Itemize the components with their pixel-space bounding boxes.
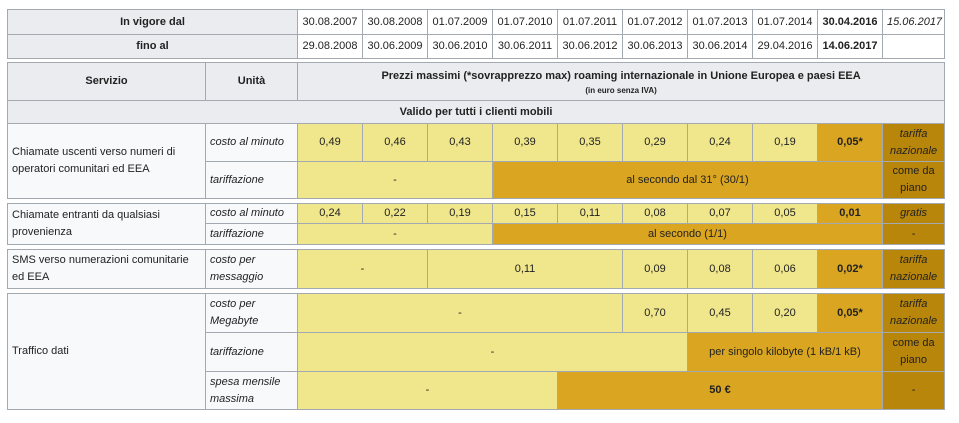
- price-cell-current: 0,01: [817, 203, 883, 224]
- from-date: 01.07.2012: [622, 9, 688, 35]
- from-date: 01.07.2013: [687, 9, 753, 35]
- price-cell: 0,29: [622, 123, 688, 162]
- unit-spesa-mensile: spesa mensile massima: [205, 371, 298, 410]
- tariffazione-none: -: [297, 332, 688, 372]
- price-cell-current: 0,02*: [817, 249, 883, 289]
- come-da-piano-cell: come da piano: [881, 161, 946, 199]
- from-date: 01.07.2010: [492, 9, 558, 35]
- gratis-cell: gratis: [881, 203, 946, 224]
- empty-cell: [882, 34, 945, 59]
- from-date: 01.07.2014: [752, 9, 818, 35]
- price-cell: 0,09: [622, 249, 688, 289]
- price-cell: 0,19: [752, 123, 818, 162]
- tariffazione-text: al secondo (1/1): [492, 223, 883, 245]
- unit-cost-per-minute: costo al minuto: [205, 203, 298, 224]
- unita-header: Unità: [205, 62, 298, 101]
- from-date: 15.06.2017: [882, 9, 945, 35]
- price-cell: 0,70: [622, 293, 688, 333]
- price-cell: 0,11: [427, 249, 623, 289]
- tariffazione-text: per singolo kilobyte (1 kB/1 kB): [687, 332, 883, 372]
- to-date: 30.06.2010: [427, 34, 493, 59]
- price-cell: 0,22: [362, 203, 428, 224]
- from-date: 01.07.2011: [557, 9, 623, 35]
- table-subtitle: (in euro senza IVA): [585, 85, 657, 95]
- price-cell: 0,19: [427, 203, 493, 224]
- tariff-national-cell: tariffa nazionale: [881, 249, 946, 289]
- tariff-national-cell: tariffa nazionale: [881, 123, 946, 162]
- price-cell: 0,46: [362, 123, 428, 162]
- price-cell: 0,35: [557, 123, 623, 162]
- price-cell: 0,15: [492, 203, 558, 224]
- to-date: 29.08.2008: [297, 34, 363, 59]
- price-cell-current: 0,05*: [817, 123, 883, 162]
- dash-cell: -: [881, 371, 946, 410]
- roaming-prices-table: Servizio Unità Prezzi massimi (*sovrappr…: [6, 62, 946, 410]
- price-cell: 0,08: [687, 249, 753, 289]
- spesa-none: -: [297, 371, 558, 410]
- valido-header: Valido per tutti i clienti mobili: [6, 100, 946, 124]
- price-cell: 0,39: [492, 123, 558, 162]
- price-cell: 0,24: [297, 203, 363, 224]
- price-cell: 0,08: [622, 203, 688, 224]
- price-cell: 0,20: [752, 293, 818, 333]
- from-date: 30.08.2007: [297, 9, 363, 35]
- unit-tariffazione: tariffazione: [205, 332, 298, 372]
- tariff-national-cell: tariffa nazionale: [881, 293, 946, 333]
- to-date: 30.06.2012: [557, 34, 623, 59]
- from-date: 30.08.2008: [362, 9, 428, 35]
- service-data: Traffico dati: [7, 293, 206, 410]
- to-date: 30.06.2009: [362, 34, 428, 59]
- dash-cell: -: [881, 223, 946, 245]
- tariffazione-none: -: [297, 223, 493, 245]
- from-date: 01.07.2009: [427, 9, 493, 35]
- to-date: 29.04.2016: [752, 34, 818, 59]
- tariffazione-text: al secondo dal 31° (30/1): [492, 161, 883, 199]
- validity-dates-table: In vigore dal 30.08.2007 30.08.2008 01.0…: [7, 9, 945, 59]
- unit-cost-per-minute: costo al minuto: [205, 123, 298, 162]
- in-vigore-label: In vigore dal: [7, 9, 298, 35]
- price-cell-current: 0,05*: [817, 293, 883, 333]
- sms-none: -: [297, 249, 428, 289]
- price-cell: 0,05: [752, 203, 818, 224]
- fino-al-label: fino al: [7, 34, 298, 59]
- table-title: Prezzi massimi (*sovrapprezzo max) roami…: [296, 62, 946, 101]
- unit-tariffazione: tariffazione: [205, 223, 298, 245]
- data-none: -: [297, 293, 623, 333]
- unit-cost-per-message: costo per messaggio: [205, 249, 298, 289]
- from-date: 30.04.2016: [817, 9, 883, 35]
- tariffazione-none: -: [297, 161, 493, 199]
- unit-cost-per-megabyte: costo per Megabyte: [205, 293, 298, 333]
- service-calls-out: Chiamate uscenti verso numeri di operato…: [7, 123, 206, 199]
- unit-tariffazione: tariffazione: [205, 161, 298, 199]
- service-sms: SMS verso numerazioni comunitarie ed EEA: [7, 249, 206, 289]
- price-cell: 0,24: [687, 123, 753, 162]
- table-title-text: Prezzi massimi (*sovrapprezzo max) roami…: [381, 69, 861, 82]
- to-date: 30.06.2014: [687, 34, 753, 59]
- price-cell: 0,06: [752, 249, 818, 289]
- price-cell: 0,07: [687, 203, 753, 224]
- to-date: 14.06.2017: [817, 34, 883, 59]
- to-date: 30.06.2011: [492, 34, 558, 59]
- to-date: 30.06.2013: [622, 34, 688, 59]
- price-cell: 0,11: [557, 203, 623, 224]
- servizio-header: Servizio: [7, 62, 206, 101]
- price-cell: 0,43: [427, 123, 493, 162]
- spesa-cap: 50 €: [557, 371, 883, 410]
- come-da-piano-cell: come da piano: [881, 332, 946, 372]
- service-calls-in: Chiamate entranti da qualsiasi provenien…: [7, 203, 206, 245]
- price-cell: 0,49: [297, 123, 363, 162]
- price-cell: 0,45: [687, 293, 753, 333]
